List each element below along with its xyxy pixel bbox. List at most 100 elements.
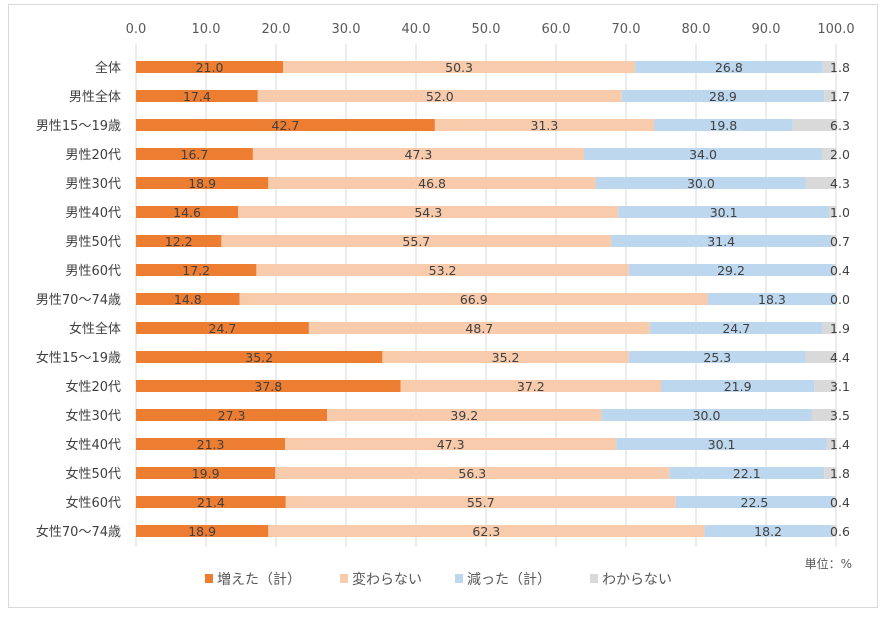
data-label: 2.0 [830,147,850,162]
bar-segment [618,206,829,218]
bar-segment [601,409,812,421]
bar-segment [136,206,239,218]
x-tick-label: 50.0 [472,22,501,37]
data-label: 25.3 [703,350,731,365]
data-label: 22.1 [733,466,761,481]
bar-segment [136,90,258,102]
data-label: 30.1 [708,437,736,452]
bar-segment [675,496,834,508]
bar-segment [136,177,269,189]
bar-segment [831,235,836,247]
bar-segment [257,90,622,102]
bar-segment [704,525,832,537]
bar-segment [831,525,836,537]
x-tick-label: 70.0 [612,22,641,37]
data-label: 66.9 [460,292,488,307]
x-tick-label: 10.0 [192,22,221,37]
bar-segment [285,496,676,508]
data-label: 30.0 [693,408,721,423]
bar-segment [136,525,269,537]
data-label: 24.7 [722,321,750,336]
bar-segment [136,322,309,334]
bar-segment [654,119,793,131]
legend-label: 変わらない [352,571,422,588]
data-label: 42.7 [272,118,300,133]
bar-segment [792,119,837,131]
bar-segment [308,322,650,334]
bar-segment [628,351,806,363]
bar-segment [268,525,705,537]
bar-segment [136,496,286,508]
data-label: 47.3 [405,147,433,162]
bar-segment [805,351,837,363]
bar-segment [256,264,629,276]
bar-segment [400,380,661,392]
bar-segment [805,177,836,189]
bar-segment [136,264,257,276]
data-label: 1.9 [830,321,850,336]
bar-segment [635,61,823,73]
bar-segment [275,467,670,479]
category-label: 女性30代 [65,408,121,424]
bar-segment [283,61,636,73]
bar-segment [616,438,827,450]
data-label: 30.1 [710,205,738,220]
data-label: 50.3 [445,60,473,75]
data-label: 12.2 [165,234,193,249]
data-label: 19.8 [709,118,737,133]
legend-swatch [590,574,598,583]
data-label: 35.2 [245,350,273,365]
data-label: 28.9 [709,89,737,104]
bar-segment [268,177,596,189]
bar-segment [829,206,836,218]
data-label: 54.3 [414,205,442,220]
legend-swatch [205,574,213,583]
data-label: 1.8 [830,466,850,481]
data-label: 31.4 [707,234,735,249]
data-label: 52.0 [426,89,454,104]
data-label: 35.2 [492,350,520,365]
data-label: 3.5 [830,408,850,423]
bar-segment [221,235,612,247]
data-label: 0.0 [830,292,850,307]
x-tick-label: 60.0 [542,22,571,37]
category-label: 男性20代 [65,148,121,163]
legend-swatch [455,574,463,583]
data-label: 18.3 [758,292,786,307]
data-label: 30.0 [687,176,715,191]
bar-segment [136,351,383,363]
bar-segment [136,235,222,247]
bar-segment [136,409,328,421]
data-label: 14.6 [173,205,201,220]
legend-label: 減った（計） [467,571,551,588]
category-label: 女性60代 [65,495,121,511]
data-label: 55.7 [402,234,430,249]
category-label: 男性50代 [65,235,121,250]
bar-segment [826,438,837,450]
data-label: 26.8 [715,60,743,75]
bar-segment [136,119,435,131]
category-label: 男性30代 [65,177,121,192]
data-label: 4.3 [830,176,850,191]
bar-segment [649,322,823,334]
x-tick-label: 80.0 [682,22,711,37]
bar-segment [822,61,836,73]
category-label: 男性40代 [65,206,121,221]
data-label: 21.3 [197,437,225,452]
category-label: 全体 [95,60,121,76]
bar-segment [595,177,806,189]
bar-segment [811,409,836,421]
data-label: 0.6 [830,524,850,539]
bar-segment [252,148,584,160]
bar-segment [707,293,836,305]
bar-segment [136,293,240,305]
data-label: 21.4 [197,495,225,510]
bar-segment [628,264,834,276]
category-label: 男性全体 [69,89,121,105]
category-label: 男性15〜19歳 [36,119,121,134]
legend-label: 増えた（計） [217,572,301,588]
category-label: 男性70〜74歳 [36,293,121,308]
data-label: 1.7 [830,89,850,104]
data-label: 18.2 [754,524,782,539]
data-label: 1.0 [830,205,850,220]
